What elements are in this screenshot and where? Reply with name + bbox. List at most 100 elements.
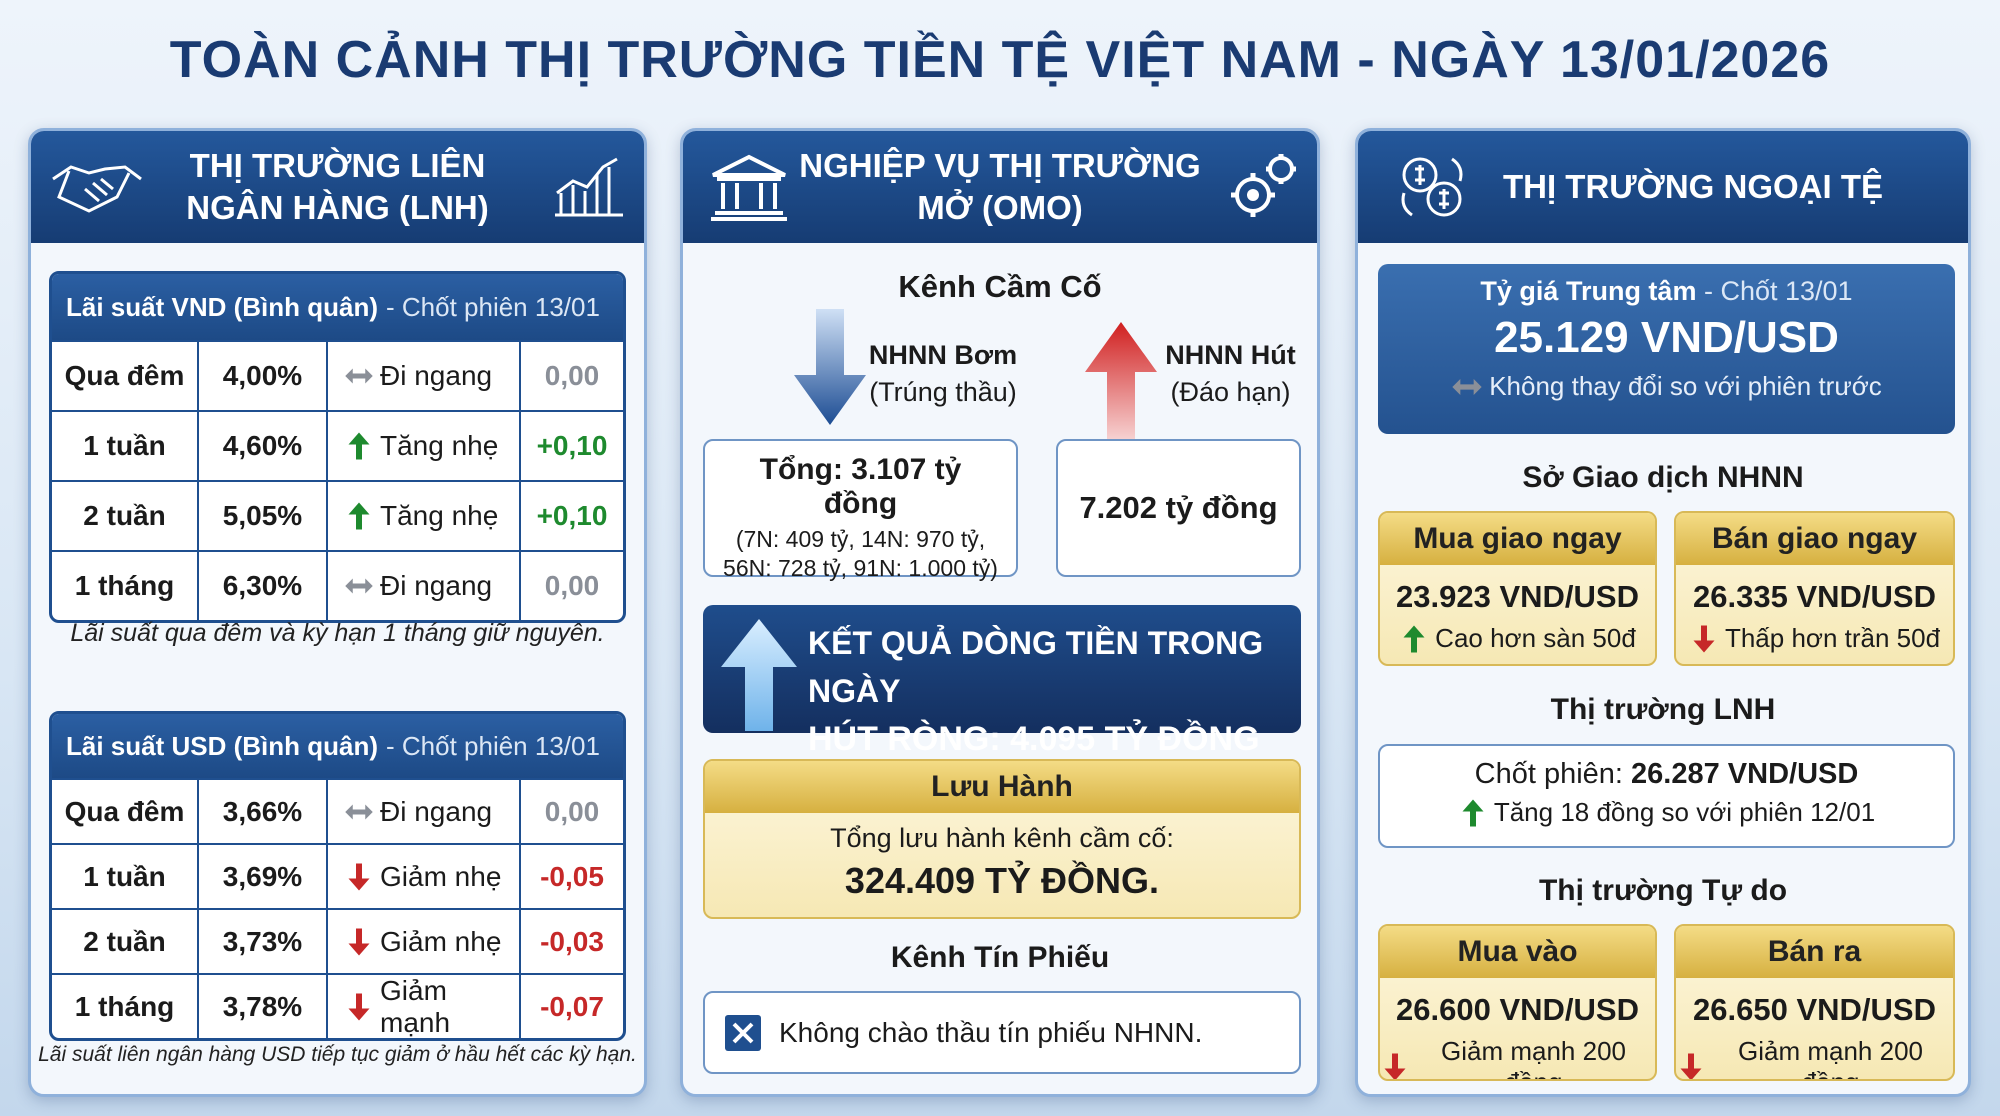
trend-icon xyxy=(344,992,374,1022)
rate: 3,66% xyxy=(197,780,326,843)
bill-note: Không chào thầu tín phiếu NHNN. xyxy=(779,1016,1203,1048)
rate: 4,00% xyxy=(197,342,326,410)
term: Qua đêm xyxy=(64,795,185,827)
trend: Giảm nhẹ xyxy=(380,860,502,892)
card-change: Thấp hơn trần 50đ xyxy=(1724,623,1941,653)
central-label: Tỷ giá Trung tâm xyxy=(1480,276,1697,306)
chart-icon xyxy=(555,157,623,217)
change: -0,05 xyxy=(519,845,623,908)
trend-cell: Giảm nhẹ xyxy=(326,910,519,973)
result-value: HÚT RÒNG: 4.095 TỶ ĐỒNG xyxy=(808,720,1260,758)
trend-icon xyxy=(344,797,374,827)
table-row: 1 tháng 6,30% Đi ngang 0,00 xyxy=(52,550,623,620)
term: 2 tuần xyxy=(83,500,166,531)
down-icon xyxy=(1676,1052,1706,1081)
interbank-change-row: Tăng 18 đồng so với phiên 12/01 xyxy=(1380,797,1953,828)
card-change-row: Giảm mạnh 200 đồng xyxy=(1380,1036,1655,1081)
table-row: Qua đêm 3,66% Đi ngang 0,00 xyxy=(52,778,623,843)
change: +0,10 xyxy=(519,482,623,550)
circulation-value: 324.409 TỶ ĐỒNG. xyxy=(844,860,1160,901)
circulation-title: Lưu Hành xyxy=(705,761,1299,813)
pump-arrow xyxy=(794,309,866,425)
interbank-label: Chốt phiên: xyxy=(1474,758,1623,790)
down-icon xyxy=(1380,1052,1410,1081)
trend-cell: Tăng nhẹ xyxy=(326,412,519,480)
table-row: 2 tuần 3,73% Giảm nhẹ -0,03 xyxy=(52,908,623,973)
withdraw-box: 7.202 tỷ đồng xyxy=(1056,439,1301,577)
currency-icon xyxy=(1401,157,1463,217)
table-header: Lãi suất USD (Bình quân) - Chốt phiên 13/… xyxy=(52,714,623,778)
trend: Giảm nhẹ xyxy=(380,925,502,957)
pump-total: Tổng: 3.107 tỷ đồng xyxy=(759,453,962,520)
trend-icon xyxy=(344,501,374,531)
term: 1 tuần xyxy=(83,860,166,892)
central-change-row: Không thay đổi so với phiên trước xyxy=(1378,371,1955,402)
trend: Giảm mạnh xyxy=(380,974,451,1038)
term: 2 tuần xyxy=(83,925,166,957)
omo-panel: NGHIỆP VỤ THỊ TRƯỜNG MỞ (OMO) Kênh Cầm C… xyxy=(680,128,1320,1097)
change: -0,07 xyxy=(519,975,623,1038)
card-change: Giảm mạnh 200 đồng xyxy=(1441,1036,1626,1079)
card-rate: 23.923 VND/USD xyxy=(1396,579,1639,614)
central-note: - Chốt 13/01 xyxy=(1703,276,1853,306)
panel-header: THỊ TRƯỜNG NGOẠI TỆ xyxy=(1358,131,1968,243)
panel-header: NGHIỆP VỤ THỊ TRƯỜNG MỞ (OMO) xyxy=(683,131,1317,243)
flat-icon xyxy=(1451,372,1483,402)
trend: Đi ngang xyxy=(380,360,493,391)
card-change-row: Cao hơn sàn 50đ xyxy=(1380,623,1655,654)
sbv-card: Mua giao ngay 23.923 VND/USD Cao hơn sàn… xyxy=(1378,511,1657,666)
trend-icon xyxy=(344,361,374,391)
forex-panel: THỊ TRƯỜNG NGOẠI TỆ Tỷ giá Trung tâm - C… xyxy=(1355,128,1971,1097)
change: 0,00 xyxy=(519,552,623,620)
section-title: Kênh Tín Phiếu xyxy=(890,941,1110,974)
table-row: Qua đêm 4,00% Đi ngang 0,00 xyxy=(52,340,623,410)
pump-label: NHNN Bơm (Trúng thầu) xyxy=(843,337,1043,411)
interbank-rate-box: Chốt phiên: 26.287 VND/USD Tăng 18 đồng … xyxy=(1378,744,1955,848)
interbank-panel: THỊ TRƯỜNG LIÊN NGÂN HÀNG (LNH) Lãi suất… xyxy=(28,128,647,1097)
panel-header: THỊ TRƯỜNG LIÊN NGÂN HÀNG (LNH) xyxy=(31,131,644,243)
central-change: Không thay đổi so với phiên trước xyxy=(1489,371,1882,401)
trend-cell: Đi ngang xyxy=(326,780,519,843)
section-title: Sở Giao dịch NHNN xyxy=(1522,461,1804,494)
central-rate: 25.129 VND/USD xyxy=(1494,313,1839,362)
gears-icon xyxy=(1231,154,1296,217)
withdraw-arrow xyxy=(1085,322,1157,444)
trend-cell: Đi ngang xyxy=(326,552,519,620)
table-row: 2 tuần 5,05% Tăng nhẹ +0,10 xyxy=(52,480,623,550)
bank-icon xyxy=(711,154,787,221)
pump-detail: (7N: 409 tỷ, 14N: 970 tỷ, 56N: 728 tỷ, 9… xyxy=(723,526,998,581)
up-icon xyxy=(1399,624,1429,654)
table-subtitle: - Chốt phiên 13/01 xyxy=(386,291,600,322)
panel-title: NGHIỆP VỤ THỊ TRƯỜNG MỞ (OMO) xyxy=(799,147,1201,226)
trend: Tăng nhẹ xyxy=(380,430,499,461)
change: -0,03 xyxy=(519,910,623,973)
usd-note: Lãi suất liên ngân hàng USD tiếp tục giả… xyxy=(38,1043,637,1066)
pump-title: NHNN Bơm xyxy=(868,340,1018,370)
card-title: Mua vào xyxy=(1380,926,1655,978)
change: 0,00 xyxy=(519,342,623,410)
card-title: Bán giao ngay xyxy=(1676,513,1953,565)
circulation-box: Lưu Hành Tổng lưu hành kênh cầm cố: 324.… xyxy=(703,759,1301,919)
trend-icon xyxy=(344,431,374,461)
free-card: Bán ra 26.650 VND/USD Giảm mạnh 200 đồng xyxy=(1674,924,1955,1081)
rate: 4,60% xyxy=(197,412,326,480)
trend: Đi ngang xyxy=(380,570,493,601)
withdraw-label: NHNN Hút (Đáo hạn) xyxy=(1143,337,1317,411)
pump-box: Tổng: 3.107 tỷ đồng (7N: 409 tỷ, 14N: 97… xyxy=(703,439,1018,581)
handshake-icon xyxy=(52,165,142,213)
panel-title: THỊ TRƯỜNG LIÊN NGÂN HÀNG (LNH) xyxy=(186,147,489,226)
section-title: Thị trường LNH xyxy=(1550,693,1776,726)
usd-rate-table: Lãi suất USD (Bình quân) - Chốt phiên 13/… xyxy=(49,711,626,1041)
rate: 3,69% xyxy=(197,845,326,908)
result-title: KẾT QUẢ DÒNG TIỀN TRONG NGÀY xyxy=(808,625,1264,709)
trend-cell: Đi ngang xyxy=(326,342,519,410)
table-title: Lãi suất VND (Bình quân) xyxy=(66,291,378,322)
trend-cell: Giảm nhẹ xyxy=(326,845,519,908)
card-change: Giảm mạnh 200 đồng xyxy=(1738,1036,1923,1079)
table-row: 1 tháng 3,78% Giảm mạnh -0,07 xyxy=(52,973,623,1038)
panel-title: THỊ TRƯỜNG NGOẠI TỆ xyxy=(1502,168,1883,205)
vnd-note: Lãi suất qua đêm và kỳ hạn 1 tháng giữ n… xyxy=(70,619,605,647)
card-rate: 26.650 VND/USD xyxy=(1693,992,1936,1027)
vnd-rate-table: Lãi suất VND (Bình quân) - Chốt phiên 13/… xyxy=(49,271,626,623)
